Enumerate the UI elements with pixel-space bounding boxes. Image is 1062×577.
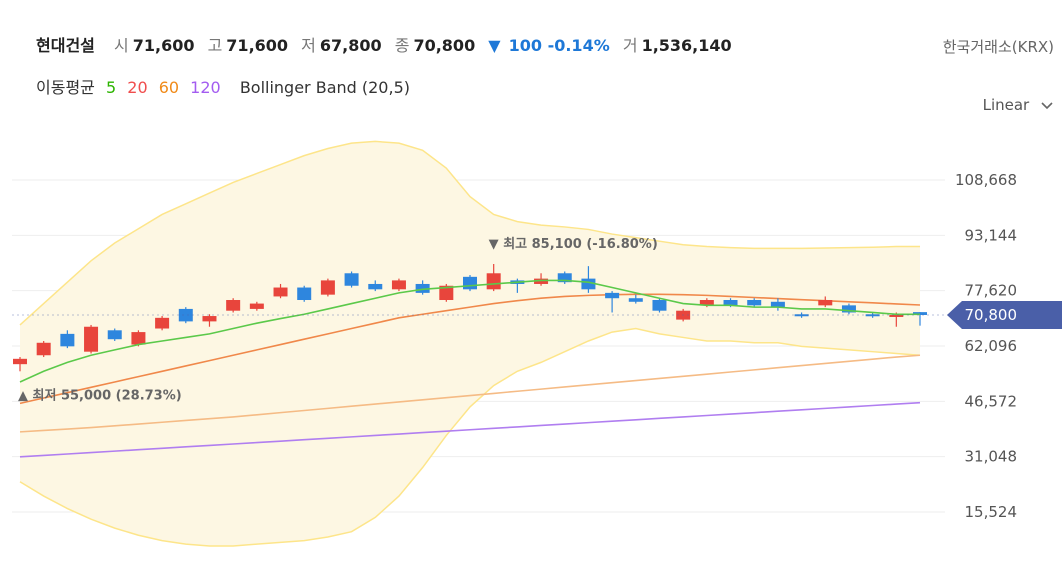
- candle-body: [770, 301, 785, 308]
- candle-body: [226, 300, 241, 311]
- candle-body: [439, 285, 454, 301]
- ma120-line: [19, 401, 921, 458]
- candle-body: [818, 300, 833, 306]
- chevron-down-icon: [1041, 102, 1053, 110]
- candle-body: [628, 298, 643, 302]
- candle-body: [155, 317, 170, 329]
- candle-body: [747, 300, 762, 306]
- ma5-label[interactable]: 5: [105, 78, 117, 97]
- scale-selector[interactable]: Linear: [983, 96, 1054, 114]
- y-tick-label: 77,620: [965, 282, 1018, 300]
- exchange-name: 한국거래소(KRX): [942, 38, 1054, 56]
- volume-label: 거: [622, 36, 638, 55]
- bollinger-lower-line: [19, 327, 921, 547]
- candle-body: [605, 292, 620, 299]
- ma20-line: [19, 293, 921, 405]
- y-tick-label: 15,524: [965, 503, 1018, 521]
- low-price: 67,800: [319, 36, 382, 55]
- indicator-legend: 이동평균 5 20 60 120 Bollinger Band (20,5): [36, 74, 416, 98]
- scale-label: Linear: [982, 96, 1030, 114]
- low-annotation: ▲ 최저 55,000 (28.73%): [18, 388, 182, 403]
- quote-header: 현대건설 시 71,600 고 71,600 저 67,800 종 70,800 ▼ 10…: [36, 32, 740, 56]
- candle-body: [60, 333, 75, 347]
- change-down-icon: ▼: [488, 36, 501, 55]
- open-price: 71,600: [132, 36, 195, 55]
- candle-body: [415, 283, 430, 293]
- close-price: 70,800: [413, 36, 476, 55]
- high-price: 71,600: [226, 36, 289, 55]
- bollinger-band-area: [20, 141, 920, 546]
- candle-body: [107, 330, 122, 340]
- candle-body: [463, 276, 477, 290]
- high-label: 고: [207, 36, 223, 55]
- candle-body: [178, 308, 193, 322]
- candle-body: [794, 314, 809, 317]
- candle-body: [486, 273, 501, 290]
- candle-body: [699, 300, 714, 306]
- candle-body: [13, 358, 27, 365]
- ma60-label[interactable]: 60: [158, 78, 180, 97]
- ma120-label[interactable]: 120: [190, 78, 221, 97]
- current-price-label: 70,800: [965, 306, 1018, 324]
- low-label: 저: [301, 36, 316, 55]
- candle-body: [723, 300, 738, 306]
- candle-body: [581, 278, 596, 290]
- candle-body: [841, 305, 856, 313]
- candle-body: [889, 314, 904, 317]
- candle-body: [320, 280, 335, 295]
- candle-body: [652, 300, 667, 311]
- y-tick-label: 108,668: [955, 171, 1017, 189]
- candle-body: [534, 278, 549, 284]
- candle-body: [36, 342, 51, 356]
- candle-body: [202, 316, 217, 322]
- moving-average-label: 이동평균: [36, 78, 95, 97]
- y-tick-label: 62,096: [965, 337, 1018, 355]
- bollinger-upper-line: [19, 140, 920, 326]
- candle-body: [368, 283, 383, 290]
- ma20-label[interactable]: 20: [127, 78, 148, 97]
- bollinger-label[interactable]: Bollinger Band (20,5): [239, 78, 410, 97]
- ma5-line: [19, 279, 920, 383]
- candle-body: [344, 273, 359, 286]
- high-annotation: ▼ 최고 85,100 (-16.80%): [489, 237, 658, 252]
- candle-body: [249, 303, 264, 309]
- y-tick-label: 46,572: [965, 392, 1018, 410]
- y-tick-label: 93,144: [965, 226, 1018, 244]
- candle-body: [297, 287, 312, 301]
- candle-body: [84, 326, 99, 352]
- volume: 1,536,140: [641, 36, 732, 55]
- candle-body: [273, 287, 288, 297]
- ma60-line: [19, 354, 921, 433]
- candle-body: [131, 332, 146, 345]
- close-label: 종: [394, 36, 410, 55]
- current-price-tag: [947, 300, 1062, 329]
- stock-name[interactable]: 현대건설: [36, 36, 95, 55]
- candle-body: [391, 280, 406, 290]
- price-change: 100 -0.14%: [508, 36, 610, 55]
- candle-body: [557, 273, 572, 283]
- y-tick-label: 31,048: [965, 448, 1018, 466]
- open-label: 시: [113, 36, 129, 55]
